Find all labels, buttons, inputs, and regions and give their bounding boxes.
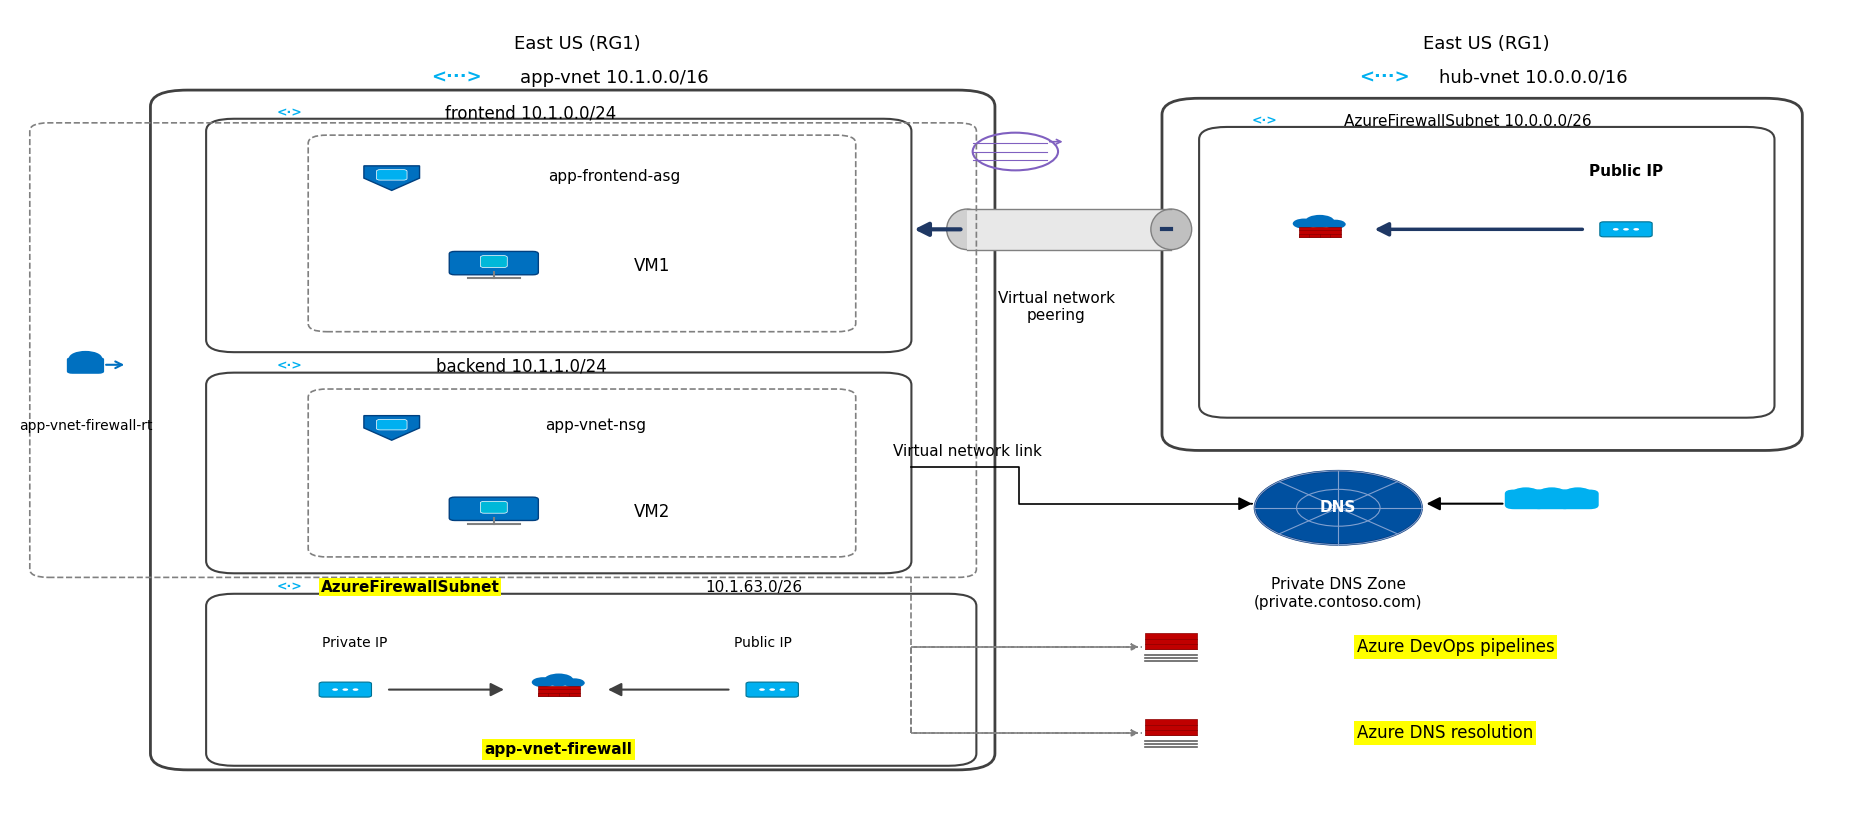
Circle shape (342, 688, 347, 691)
Text: backend 10.1.1.0/24: backend 10.1.1.0/24 (436, 357, 607, 375)
Text: East US (RG1): East US (RG1) (514, 35, 641, 53)
FancyBboxPatch shape (377, 419, 407, 430)
Text: <·>: <·> (277, 106, 303, 120)
Circle shape (1324, 219, 1344, 229)
Ellipse shape (1149, 209, 1190, 250)
Circle shape (1292, 219, 1315, 229)
Circle shape (760, 688, 765, 691)
Circle shape (531, 677, 553, 687)
Circle shape (69, 351, 102, 365)
FancyBboxPatch shape (747, 682, 799, 697)
Bar (1144, 633, 1196, 649)
Text: frontend 10.1.0.0/24: frontend 10.1.0.0/24 (446, 104, 617, 122)
Circle shape (565, 678, 585, 687)
Text: VM2: VM2 (633, 503, 669, 521)
Text: Virtual network
peering: Virtual network peering (997, 291, 1114, 324)
FancyBboxPatch shape (67, 357, 104, 373)
Circle shape (1632, 228, 1638, 231)
Polygon shape (364, 165, 420, 190)
Text: <·>: <·> (1250, 115, 1276, 128)
Bar (1298, 227, 1339, 238)
Ellipse shape (947, 209, 986, 250)
FancyBboxPatch shape (481, 256, 507, 268)
Text: Azure DevOps pipelines: Azure DevOps pipelines (1356, 638, 1554, 656)
Bar (1144, 719, 1196, 735)
Circle shape (769, 688, 774, 691)
Text: app-vnet 10.1.0.0/16: app-vnet 10.1.0.0/16 (520, 69, 708, 87)
Text: app-vnet-nsg: app-vnet-nsg (546, 419, 646, 433)
FancyBboxPatch shape (449, 251, 539, 274)
Text: app-frontend-asg: app-frontend-asg (548, 169, 680, 183)
Text: hub-vnet 10.0.0.0/16: hub-vnet 10.0.0.0/16 (1437, 69, 1627, 87)
Text: <·>: <·> (277, 581, 303, 594)
Circle shape (780, 688, 786, 691)
FancyBboxPatch shape (377, 170, 407, 180)
Circle shape (1253, 471, 1421, 545)
FancyBboxPatch shape (1599, 222, 1651, 237)
Text: Azure DNS resolution: Azure DNS resolution (1356, 724, 1532, 742)
FancyBboxPatch shape (481, 501, 507, 514)
Text: Public IP: Public IP (1588, 165, 1662, 179)
FancyBboxPatch shape (319, 682, 371, 697)
FancyBboxPatch shape (1556, 490, 1597, 509)
Text: Private IP: Private IP (321, 636, 386, 650)
Text: Private DNS Zone
(private.contoso.com): Private DNS Zone (private.contoso.com) (1253, 577, 1422, 610)
Circle shape (332, 688, 338, 691)
Text: 10.1.63.0/26: 10.1.63.0/26 (704, 580, 802, 595)
Text: app-vnet-firewall-rt: app-vnet-firewall-rt (19, 419, 152, 433)
Text: East US (RG1): East US (RG1) (1422, 35, 1549, 53)
FancyBboxPatch shape (1504, 490, 1545, 509)
Text: app-vnet-firewall: app-vnet-firewall (485, 742, 633, 757)
Text: Virtual network link: Virtual network link (891, 444, 1042, 459)
Circle shape (353, 688, 358, 691)
Text: <···>: <···> (1359, 69, 1409, 87)
Circle shape (1612, 228, 1617, 231)
Bar (539, 686, 579, 696)
Text: Public IP: Public IP (734, 636, 791, 650)
Text: <·>: <·> (277, 360, 303, 373)
Circle shape (1304, 215, 1333, 228)
Text: AzureFirewallSubnet: AzureFirewallSubnet (321, 580, 500, 595)
Circle shape (544, 673, 574, 686)
Circle shape (1510, 487, 1539, 500)
Text: VM1: VM1 (633, 257, 669, 275)
Text: AzureFirewallSubnet 10.0.0.0/26: AzureFirewallSubnet 10.0.0.0/26 (1344, 114, 1591, 129)
Circle shape (1562, 487, 1591, 500)
Text: <···>: <···> (431, 69, 481, 87)
FancyBboxPatch shape (449, 497, 539, 521)
Polygon shape (364, 416, 420, 441)
FancyBboxPatch shape (1530, 490, 1571, 509)
Circle shape (1623, 228, 1629, 231)
Circle shape (1536, 487, 1565, 500)
Bar (967, 209, 1170, 250)
Text: DNS: DNS (1320, 500, 1356, 515)
